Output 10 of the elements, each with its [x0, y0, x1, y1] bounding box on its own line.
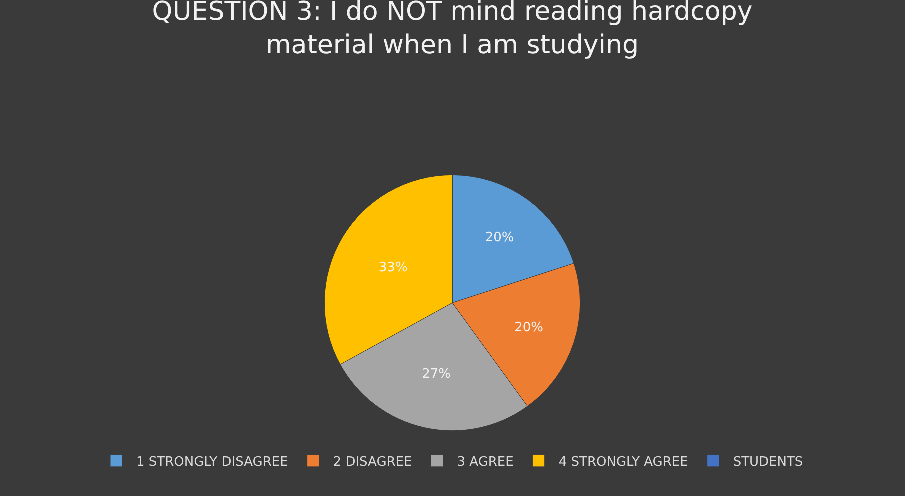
legend-label: STUDENTS — [733, 455, 804, 470]
legend-label: 2 DISAGREE — [333, 455, 412, 470]
legend-label: 3 AGREE — [457, 455, 514, 470]
data-label: 27% — [422, 366, 452, 382]
legend-label: 1 STRONGLY DISAGREE — [136, 455, 288, 470]
legend-label: 4 STRONGLY AGREE — [558, 455, 688, 470]
data-label: 20% — [485, 230, 514, 246]
chart-title: QUESTION 3: I do NOT mind reading hardcopy material when I am studying — [152, 0, 753, 61]
data-label: 20% — [514, 320, 544, 336]
data-label: 33% — [378, 260, 408, 276]
